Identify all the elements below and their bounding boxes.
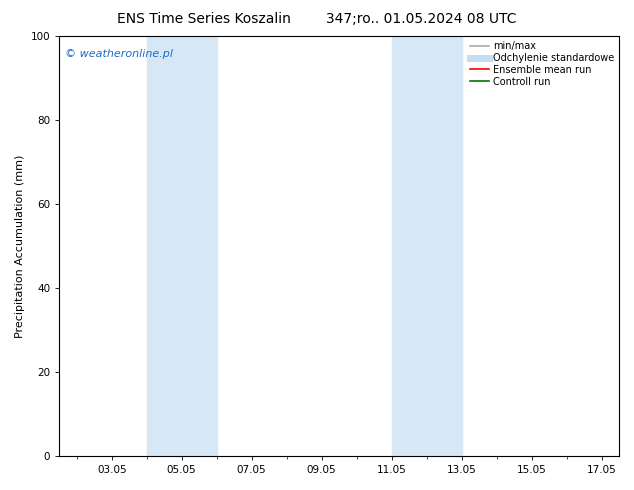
Legend: min/max, Odchylenie standardowe, Ensemble mean run, Controll run: min/max, Odchylenie standardowe, Ensembl…	[468, 39, 616, 89]
Text: © weatheronline.pl: © weatheronline.pl	[65, 49, 173, 59]
Bar	[146, 36, 217, 456]
Bar	[392, 36, 462, 456]
Y-axis label: Precipitation Accumulation (mm): Precipitation Accumulation (mm)	[15, 154, 25, 338]
Text: ENS Time Series Koszalin        347;ro.. 01.05.2024 08 UTC: ENS Time Series Koszalin 347;ro.. 01.05.…	[117, 12, 517, 26]
